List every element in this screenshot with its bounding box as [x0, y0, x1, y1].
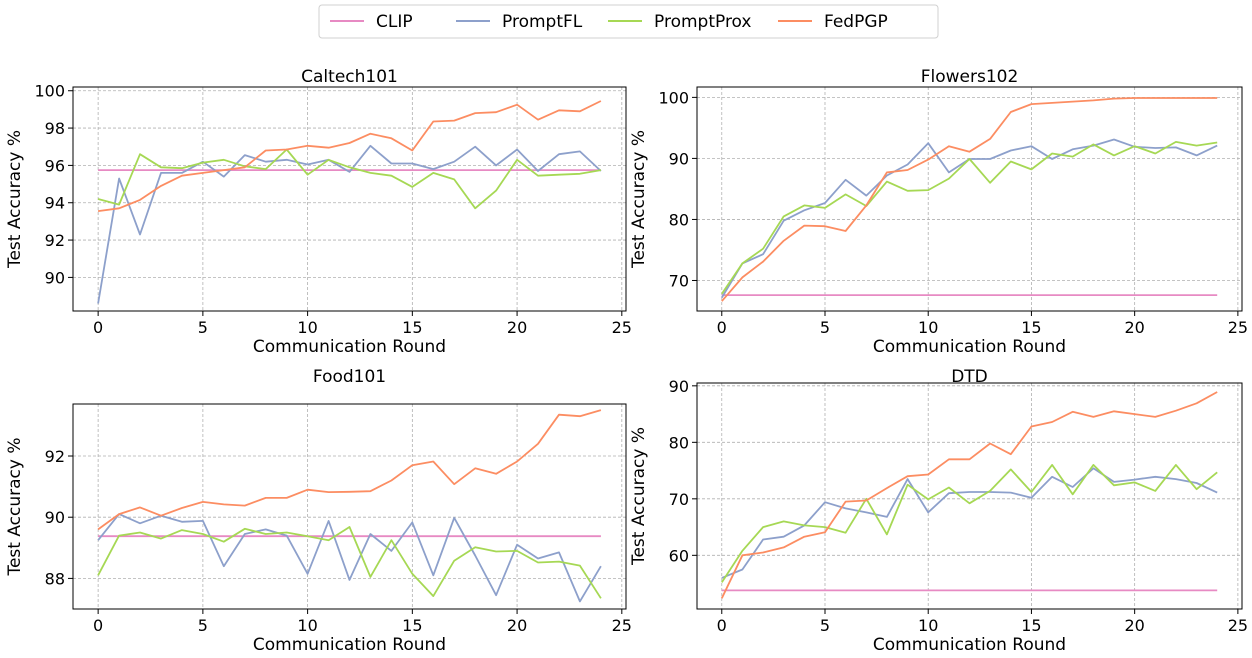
dtd-fedpgp-line — [720, 391, 1218, 599]
dtd-y-tick-label: 80 — [669, 433, 689, 452]
caltech101-y-axis-label: Test Accuracy % — [5, 130, 25, 269]
caltech101-title: Caltech101 — [301, 67, 398, 87]
dtd-x-tick-label: 0 — [717, 616, 727, 635]
dtd-x-axis-label: Communication Round — [873, 635, 1066, 655]
caltech101-subplot: 0 5 10 15 20 25 90 92 94 96 98 100 Caltech101 Communi… — [5, 67, 632, 357]
flowers102-subplot: 0 5 10 15 20 25 70 80 90 100 Flowers102 Communicati… — [629, 67, 1248, 357]
caltech101-axes-frame — [72, 86, 627, 312]
food101-promptprox-line — [97, 526, 602, 599]
food101-y-tick-label: 90 — [45, 508, 65, 527]
food101-y-axis-label: Test Accuracy % — [5, 437, 25, 576]
caltech101-x-tick-label: 10 — [297, 318, 317, 337]
caltech101-y-tick-label: 92 — [45, 231, 65, 250]
legend-promptfl-label: PromptFL — [502, 12, 583, 32]
dtd-promptprox-line — [721, 463, 1218, 583]
flowers102-x-axis-label: Communication Round — [873, 337, 1066, 357]
flowers102-y-tick-label: 100 — [658, 88, 689, 107]
flowers102-x-tick-label: 5 — [820, 318, 830, 337]
caltech101-y-tick-label: 90 — [45, 268, 65, 287]
dtd-y-tick-label: 90 — [669, 377, 689, 396]
caltech101-x-axis-label: Communication Round — [253, 337, 446, 357]
dtd-x-tick-label: 20 — [1124, 616, 1144, 635]
flowers102-axes-frame — [696, 86, 1243, 312]
legend-fedpgp-label: FedPGP — [824, 12, 888, 32]
food101-subplot: 0 5 10 15 20 25 88 90 92 Food101 Communication Rou… — [5, 367, 632, 655]
legend-promptprox-label: PromptProx — [654, 12, 752, 32]
food101-promptfl-line — [97, 513, 602, 603]
flowers102-title: Flowers102 — [921, 67, 1019, 87]
caltech101-y-tick-label: 96 — [45, 156, 65, 175]
flowers102-x-tick-label: 0 — [717, 318, 727, 337]
food101-x-tick-label: 20 — [507, 616, 527, 635]
caltech101-x-tick-label: 20 — [507, 318, 527, 337]
dtd-axes-frame — [696, 382, 1243, 610]
food101-x-tick-label: 5 — [198, 616, 208, 635]
flowers102-y-tick-label: 70 — [669, 271, 689, 290]
caltech101-y-tick-label: 94 — [45, 194, 65, 213]
food101-axes-frame — [72, 403, 627, 610]
dtd-x-tick-label: 10 — [918, 616, 938, 635]
flowers102-promptfl-line — [721, 138, 1218, 299]
dtd-y-axis-label: Test Accuracy % — [629, 427, 649, 566]
legend: CLIP PromptFL PromptProx FedPGP — [318, 4, 939, 39]
food101-fedpgp-line — [97, 409, 602, 531]
caltech101-promptfl-line — [97, 144, 602, 304]
caltech101-x-tick-label: 0 — [93, 318, 103, 337]
caltech101-y-tick-label: 100 — [34, 82, 65, 101]
legend-clip-label: CLIP — [376, 12, 413, 32]
dtd-y-tick-label: 60 — [669, 546, 689, 565]
subplots: 0 5 10 15 20 259092949698100Caltech101Communi… — [5, 67, 1248, 655]
flowers102-y-tick-label: 90 — [669, 149, 689, 168]
food101-x-tick-label: 10 — [297, 616, 317, 635]
flowers102-fedpgp-line — [721, 97, 1218, 302]
flowers102-x-tick-label: 10 — [918, 318, 938, 337]
dtd-x-tick-label: 25 — [1228, 616, 1248, 635]
food101-x-tick-label: 25 — [612, 616, 632, 635]
food101-title: Food101 — [313, 367, 386, 387]
dtd-subplot: 0 5 10 15 20 25 60 70 80 90 DTD Communication Round… — [629, 367, 1248, 655]
caltech101-x-tick-label: 25 — [612, 318, 632, 337]
flowers102-y-tick-label: 80 — [669, 210, 689, 229]
dtd-x-tick-label: 15 — [1021, 616, 1041, 635]
food101-x-tick-label: 0 — [93, 616, 103, 635]
flowers102-x-tick-label: 25 — [1228, 318, 1248, 337]
flowers102-x-tick-label: 20 — [1124, 318, 1144, 337]
dtd-x-tick-label: 5 — [820, 616, 830, 635]
flowers102-x-tick-label: 15 — [1021, 318, 1041, 337]
food101-x-tick-label: 15 — [402, 616, 422, 635]
food101-y-tick-label: 88 — [45, 569, 65, 588]
caltech101-x-tick-label: 5 — [198, 318, 208, 337]
dtd-y-tick-label: 70 — [669, 490, 689, 509]
flowers102-promptprox-line — [721, 140, 1218, 295]
flowers102-y-axis-label: Test Accuracy % — [629, 130, 649, 269]
caltech101-fedpgp-line — [97, 100, 602, 212]
caltech101-y-tick-label: 98 — [45, 119, 65, 138]
food101-y-tick-label: 92 — [45, 447, 65, 466]
caltech101-x-tick-label: 15 — [402, 318, 422, 337]
caltech101-promptprox-line — [97, 148, 602, 210]
dtd-title: DTD — [951, 367, 988, 387]
food101-x-axis-label: Communication Round — [253, 635, 446, 655]
